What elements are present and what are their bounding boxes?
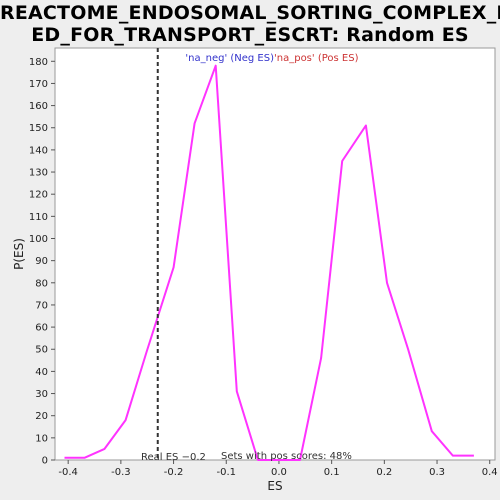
y-tick-label: 170 xyxy=(29,79,48,90)
y-tick-label: 0 xyxy=(42,456,48,467)
y-tick-label: 100 xyxy=(29,234,48,245)
y-tick-label: 160 xyxy=(29,101,48,112)
y-tick-label: 10 xyxy=(35,433,48,444)
y-tick-label: 80 xyxy=(35,278,48,289)
x-tick-label: 0.0 xyxy=(271,467,287,478)
y-axis-label: P(ES) xyxy=(12,238,26,270)
y-tick-label: 130 xyxy=(29,168,48,179)
y-tick-label: 40 xyxy=(35,367,48,378)
legend-entry-neg: 'na_neg' (Neg ES) xyxy=(185,53,274,64)
x-tick-label: -0.2 xyxy=(164,467,184,478)
y-tick-label: 140 xyxy=(29,145,48,156)
x-tick-label: 0.1 xyxy=(324,467,340,478)
y-tick-label: 150 xyxy=(29,123,48,134)
y-tick-label: 30 xyxy=(35,389,48,400)
y-tick-label: 60 xyxy=(35,323,48,334)
x-tick-label: -0.4 xyxy=(58,467,78,478)
x-tick-label: 0.3 xyxy=(429,467,445,478)
pos-scores-annotation: Sets with pos scores: 48% xyxy=(221,451,352,462)
y-tick-label: 90 xyxy=(35,256,48,267)
real-es-annotation: Real ES −0.2 xyxy=(141,452,206,463)
x-tick-label: -0.1 xyxy=(216,467,236,478)
chart-title: REACTOME_ENDOSOMAL_SORTING_COMPLEX_REQUI… xyxy=(0,2,500,68)
x-axis-label: ES xyxy=(267,479,282,493)
y-tick-label: 20 xyxy=(35,411,48,422)
y-tick-label: 120 xyxy=(29,190,48,201)
y-tick-label: 50 xyxy=(35,345,48,356)
legend-entry-pos: 'na_pos' (Pos ES) xyxy=(274,53,359,64)
x-tick-label: 0.4 xyxy=(482,467,498,478)
y-tick-label: 70 xyxy=(35,300,48,311)
y-tick-label: 110 xyxy=(29,212,48,223)
y-tick-label: 180 xyxy=(29,57,48,68)
x-tick-label: 0.2 xyxy=(376,467,392,478)
x-tick-label: -0.3 xyxy=(111,467,131,478)
plot-area xyxy=(54,47,496,461)
series-line xyxy=(64,64,474,461)
